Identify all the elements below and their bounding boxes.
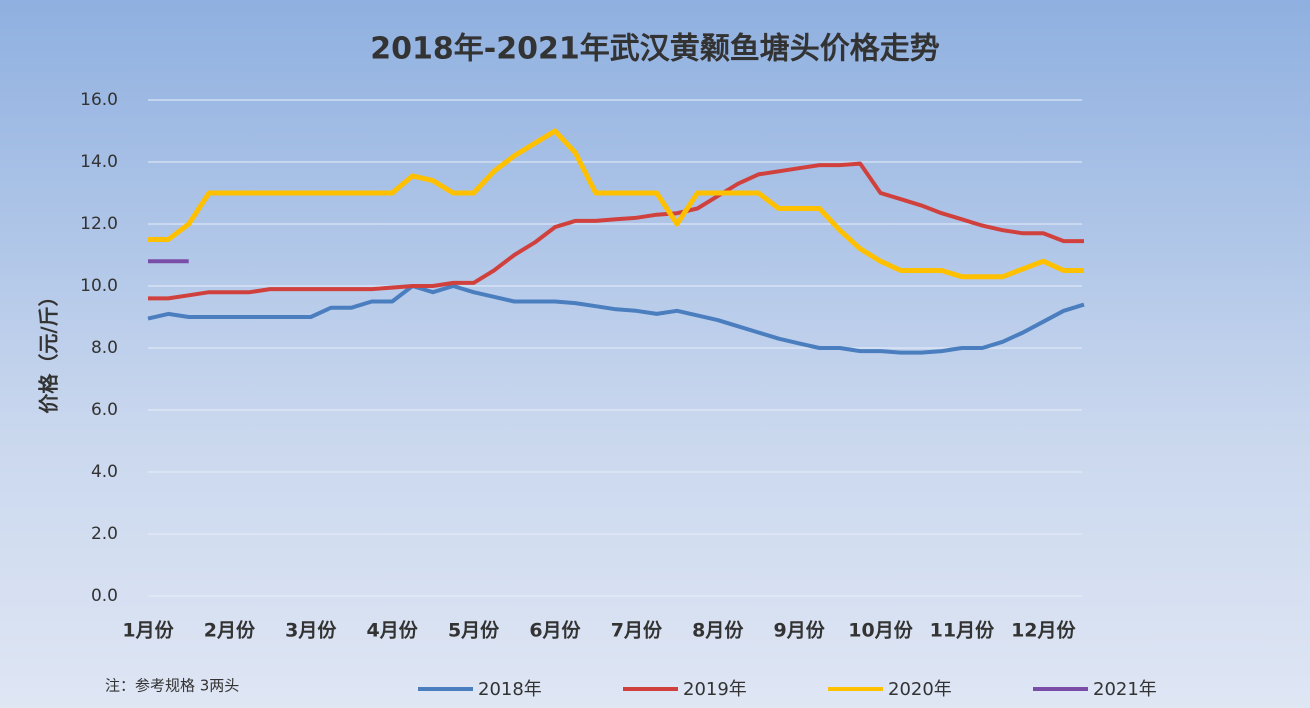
legend-label: 2020年 — [888, 679, 952, 700]
y-tick-label: 12.0 — [80, 214, 118, 234]
x-tick-label: 11月份 — [930, 619, 995, 642]
x-tick-label: 9月份 — [774, 619, 826, 642]
series-line — [148, 128, 1084, 280]
x-tick-label: 10月份 — [848, 619, 913, 642]
note: 注：参考规格 3两头 — [105, 677, 239, 695]
y-tick-label: 8.0 — [91, 338, 118, 358]
x-tick-label: 5月份 — [448, 619, 500, 642]
legend-label: 2021年 — [1093, 679, 1157, 700]
y-tick-label: 16.0 — [80, 90, 118, 110]
series-line — [148, 161, 1084, 301]
series-line — [147, 284, 1085, 355]
x-tick-label: 1月份 — [122, 619, 174, 642]
y-axis-label: 价格（元/斤） — [37, 286, 61, 413]
y-tick-label: 2.0 — [91, 524, 118, 544]
x-tick-label: 12月份 — [1011, 619, 1076, 642]
x-tick-label: 3月份 — [285, 619, 337, 642]
x-tick-label: 2月份 — [204, 619, 256, 642]
y-tick-label: 14.0 — [80, 152, 118, 172]
legend-label: 2019年 — [683, 679, 747, 700]
x-tick-label: 6月份 — [529, 619, 581, 642]
chart-title: 2018年-2021年武汉黄颡鱼塘头价格走势 — [370, 32, 939, 67]
y-tick-label: 0.0 — [91, 586, 118, 606]
x-tick-label: 4月份 — [367, 619, 419, 642]
y-tick-label: 4.0 — [91, 462, 118, 482]
y-tick-label: 6.0 — [91, 400, 118, 420]
legend-label: 2018年 — [478, 679, 542, 700]
x-tick-label: 7月份 — [611, 619, 663, 642]
x-tick-label: 8月份 — [692, 619, 744, 642]
y-tick-label: 10.0 — [80, 276, 118, 296]
